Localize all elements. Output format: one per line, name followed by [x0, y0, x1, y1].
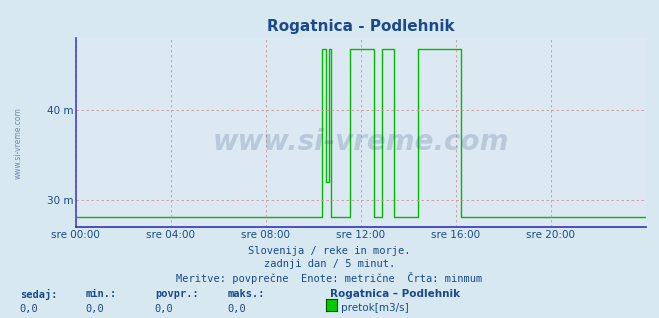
Text: zadnji dan / 5 minut.: zadnji dan / 5 minut.: [264, 259, 395, 269]
Title: Rogatnica - Podlehnik: Rogatnica - Podlehnik: [267, 19, 455, 34]
Text: maks.:: maks.:: [227, 289, 265, 299]
Text: 0,0: 0,0: [155, 304, 173, 314]
Text: www.si-vreme.com: www.si-vreme.com: [213, 128, 509, 156]
Text: min.:: min.:: [86, 289, 117, 299]
Text: 0,0: 0,0: [20, 304, 38, 314]
Text: Slovenija / reke in morje.: Slovenija / reke in morje.: [248, 246, 411, 256]
Text: 0,0: 0,0: [227, 304, 246, 314]
Text: Meritve: povprečne  Enote: metrične  Črta: minmum: Meritve: povprečne Enote: metrične Črta:…: [177, 272, 482, 284]
Text: pretok[m3/s]: pretok[m3/s]: [341, 303, 409, 313]
Text: povpr.:: povpr.:: [155, 289, 198, 299]
Text: 0,0: 0,0: [86, 304, 104, 314]
Text: www.si-vreme.com: www.si-vreme.com: [14, 107, 23, 179]
Text: sedaj:: sedaj:: [20, 289, 57, 300]
Text: Rogatnica – Podlehnik: Rogatnica – Podlehnik: [330, 289, 459, 299]
